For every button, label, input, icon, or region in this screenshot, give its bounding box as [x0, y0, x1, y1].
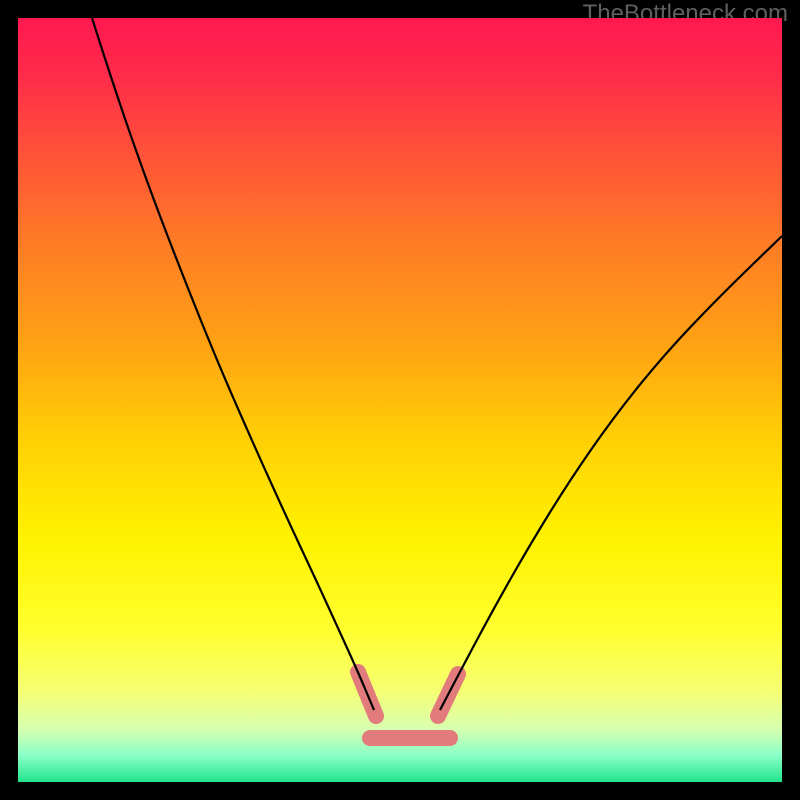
gradient-background [18, 18, 782, 782]
plot-svg [18, 18, 782, 782]
plot-area [18, 18, 782, 782]
